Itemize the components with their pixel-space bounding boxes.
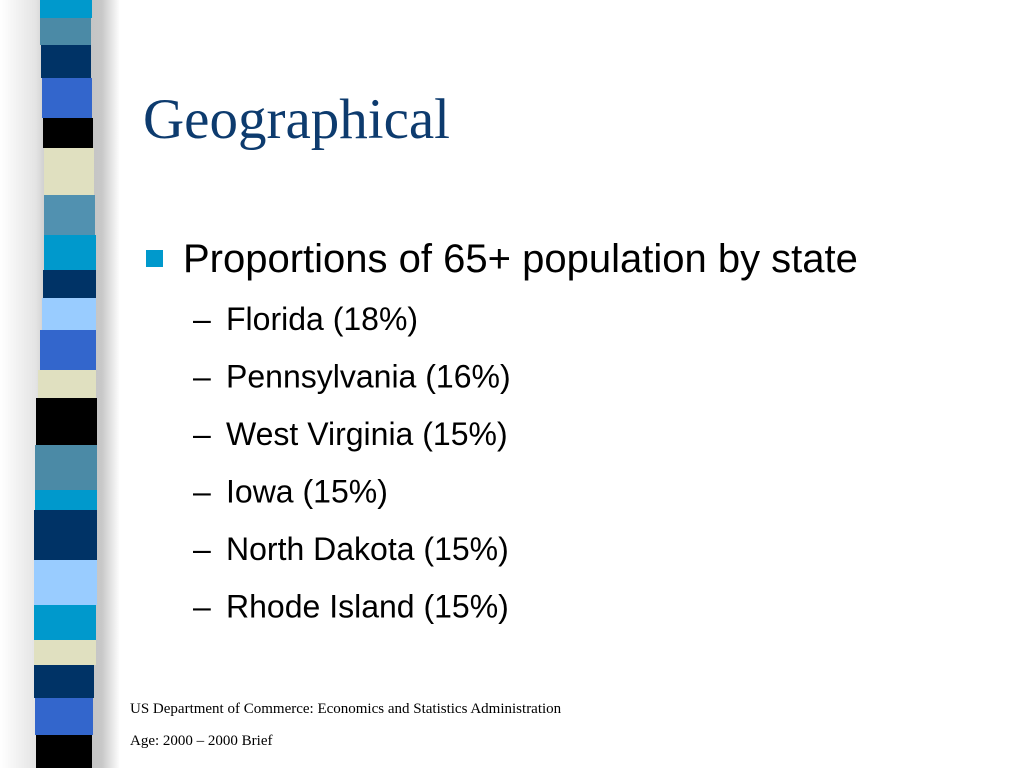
sub-marker: –	[193, 474, 211, 510]
strip-block	[43, 118, 93, 148]
strip-block	[35, 445, 97, 490]
strip-block	[42, 78, 92, 118]
strip-block	[34, 510, 97, 560]
footer-line: US Department of Commerce: Economics and…	[130, 701, 562, 717]
strip-block	[34, 560, 97, 605]
strip-block	[40, 330, 96, 370]
strip-block	[40, 18, 91, 45]
strip-block	[42, 298, 96, 330]
strip-block	[44, 148, 94, 195]
strip-block	[34, 665, 94, 698]
strip-block	[34, 605, 96, 640]
bullet-square	[146, 250, 163, 267]
sub-item: Rhode Island (15%)	[226, 589, 509, 625]
sub-marker: –	[193, 301, 211, 337]
strip-block	[38, 370, 96, 398]
strip-block	[35, 490, 97, 510]
sub-item: North Dakota (15%)	[226, 531, 509, 567]
slide-title: Geographical	[143, 88, 450, 151]
strip-block	[41, 45, 91, 78]
strip-block	[44, 235, 96, 270]
strip-block	[35, 698, 93, 735]
strip-block	[36, 398, 97, 445]
sub-item: Florida (18%)	[226, 301, 418, 337]
sub-item: Pennsylvania (16%)	[226, 359, 511, 395]
sub-item: West Virginia (15%)	[226, 416, 508, 452]
decorative-strip	[34, 0, 97, 768]
strip-block	[36, 735, 92, 768]
sub-marker: –	[193, 531, 211, 567]
sub-marker: –	[193, 416, 211, 452]
sub-marker: –	[193, 359, 211, 395]
strip-block	[43, 270, 96, 298]
strip-block	[40, 0, 92, 18]
bullet-text: Proportions of 65+ population by state	[183, 237, 858, 281]
sub-item: Iowa (15%)	[226, 474, 388, 510]
footer-line: Age: 2000 – 2000 Brief	[130, 733, 272, 749]
sub-marker: –	[193, 589, 211, 625]
strip-block	[34, 640, 96, 665]
sub-list: – Florida (18%)– Pennsylvania (16%)– West V…	[193, 301, 511, 625]
strip-block	[44, 195, 95, 235]
